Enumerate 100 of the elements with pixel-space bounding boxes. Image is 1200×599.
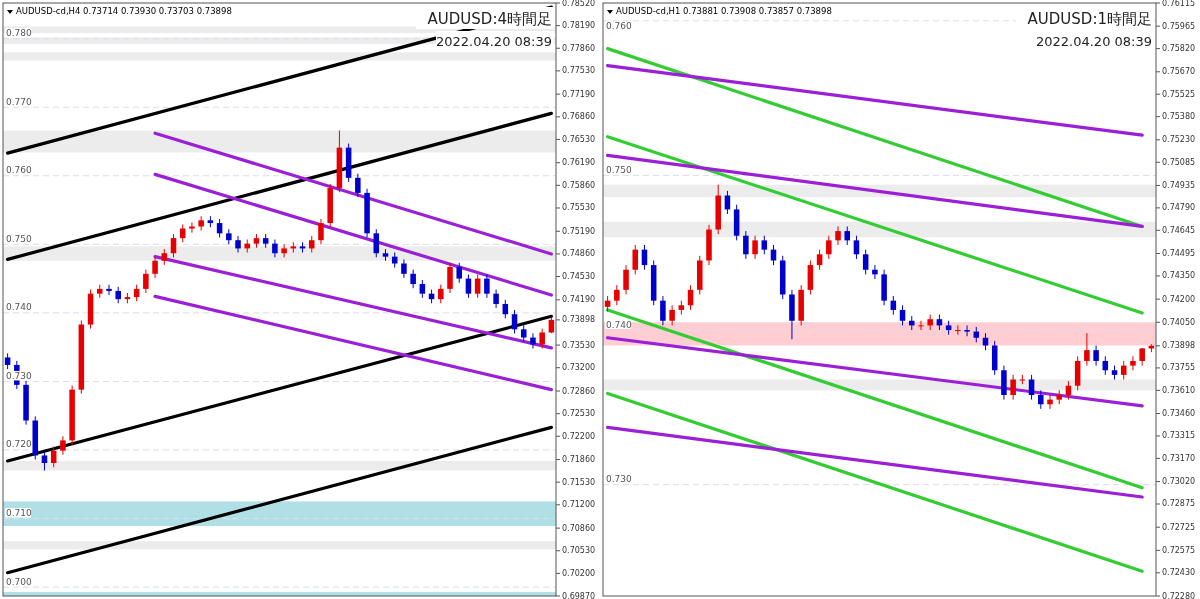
y-tick-label: 0.75670 <box>1162 67 1196 77</box>
ref-line-label: 0.780 <box>6 28 33 39</box>
candlestick <box>511 309 518 334</box>
y-tick-label: 0.74190 <box>562 295 596 305</box>
candlestick <box>761 235 768 255</box>
candlestick <box>410 269 416 289</box>
y-tick-label: 0.71530 <box>562 477 596 487</box>
y-tick-label: 0.73170 <box>1162 453 1196 463</box>
annotation: AUDUSD-cd,H1 0.73881 0.73908 0.73857 0.73898 <box>616 6 832 16</box>
candlestick <box>614 284 620 306</box>
candlestick <box>539 328 545 350</box>
candlestick <box>456 262 462 284</box>
y-tick-label: 0.75965 <box>1162 21 1196 31</box>
y-tick-label: 0.69870 <box>562 591 596 599</box>
candlestick <box>826 235 832 260</box>
y-tick-label: 0.74050 <box>1162 317 1196 327</box>
candlestick <box>918 320 924 331</box>
y-tick-label: 0.75230 <box>1162 135 1196 145</box>
candlestick <box>955 324 961 336</box>
candlestick <box>835 225 841 246</box>
ref-line-label: 0.740 <box>6 302 33 313</box>
candlestick <box>447 262 453 294</box>
candlestick <box>1130 355 1136 371</box>
y-tick-label: 0.73020 <box>1162 477 1196 487</box>
candlestick <box>743 230 749 260</box>
ref-line-label: 0.760 <box>606 21 633 32</box>
y-tick-label: 0.72200 <box>562 431 596 441</box>
y-tick-label: 0.70200 <box>562 568 596 578</box>
candlestick <box>964 324 970 337</box>
ref-line-label: 0.770 <box>6 96 33 107</box>
candlestick <box>60 435 66 456</box>
candlestick <box>872 264 878 280</box>
y-tick-label: 0.73898 <box>562 315 596 325</box>
y-tick-label: 0.74200 <box>1162 294 1196 304</box>
y-tick-label: 0.76860 <box>562 112 596 122</box>
y-tick-label: 0.72860 <box>562 386 596 396</box>
candlestick <box>862 249 869 275</box>
y-tick-label: 0.73530 <box>562 340 596 350</box>
candlestick <box>660 295 666 326</box>
y-tick-label: 0.78520 <box>562 0 596 8</box>
candlestick <box>530 332 536 350</box>
candlestick <box>844 225 851 246</box>
y-tick-label: 0.77530 <box>562 66 596 76</box>
candlestick <box>170 233 177 258</box>
candlestick <box>1010 374 1016 401</box>
ref-line-label: 0.740 <box>606 319 633 330</box>
candlestick <box>752 235 758 260</box>
ref-line-label: 0.710 <box>6 508 33 519</box>
candlestick <box>373 228 380 258</box>
candlestick <box>355 173 361 198</box>
candlestick <box>669 304 675 326</box>
candlestick <box>623 264 629 295</box>
y-tick-label: 0.77860 <box>562 43 596 53</box>
y-tick-label: 0.76530 <box>562 134 596 144</box>
ref-line-label: 0.730 <box>6 370 33 381</box>
y-tick-label: 0.71200 <box>562 500 596 510</box>
y-tick-label: 0.72875 <box>1162 499 1196 509</box>
y-tick-label: 0.74495 <box>1162 249 1196 258</box>
y-tick-label: 0.73200 <box>562 363 596 373</box>
y-tick-label: 0.73755 <box>1162 363 1196 373</box>
y-tick-label: 0.70860 <box>562 523 596 533</box>
y-tick-label: 0.75190 <box>562 226 596 236</box>
candlestick <box>143 269 149 294</box>
y-tick-label: 0.74350 <box>1162 271 1196 281</box>
candlestick <box>474 273 481 299</box>
ref-line-label: 0.730 <box>606 474 633 485</box>
y-tick-label: 0.73460 <box>1162 409 1196 419</box>
candlestick <box>899 304 906 326</box>
y-tick-label: 0.76115 <box>1162 0 1196 8</box>
y-tick-label: 0.73315 <box>1162 431 1196 441</box>
y-tick-label: 0.75820 <box>1162 44 1196 54</box>
y-tick-label: 0.77190 <box>562 89 596 99</box>
y-tick-label: 0.73898 <box>1162 341 1196 351</box>
y-tick-label: 0.72725 <box>1162 522 1196 532</box>
candlestick <box>493 289 499 309</box>
candlestick <box>1120 360 1127 381</box>
y-tick-label: 0.71860 <box>562 455 596 465</box>
candlestick <box>152 256 158 279</box>
candlestick <box>1084 332 1090 367</box>
y-tick-label: 0.72575 <box>1162 545 1196 555</box>
y-tick-label: 0.72280 <box>1162 591 1196 599</box>
candlestick <box>299 241 306 254</box>
y-tick-label: 0.70530 <box>562 546 596 556</box>
y-tick-label: 0.75380 <box>1162 112 1196 122</box>
candlestick <box>1093 345 1099 367</box>
y-tick-label: 0.78190 <box>562 21 596 31</box>
candlestick <box>106 284 112 296</box>
candlestick <box>465 273 472 299</box>
ref-line-label: 0.720 <box>6 439 33 450</box>
candlestick <box>318 218 324 245</box>
candlestick <box>853 235 860 260</box>
candlestick <box>1038 389 1044 410</box>
text: AUDUSD:1時間足 <box>1027 10 1152 28</box>
ref-line-label: 0.700 <box>6 576 33 587</box>
y-tick-label: 0.73610 <box>1162 385 1196 395</box>
y-tick-label: 0.74530 <box>562 272 596 282</box>
candlestick <box>1047 394 1053 410</box>
candlestick <box>401 258 407 279</box>
ref-line-label: 0.750 <box>6 233 33 244</box>
y-tick-label: 0.72430 <box>1162 568 1196 578</box>
